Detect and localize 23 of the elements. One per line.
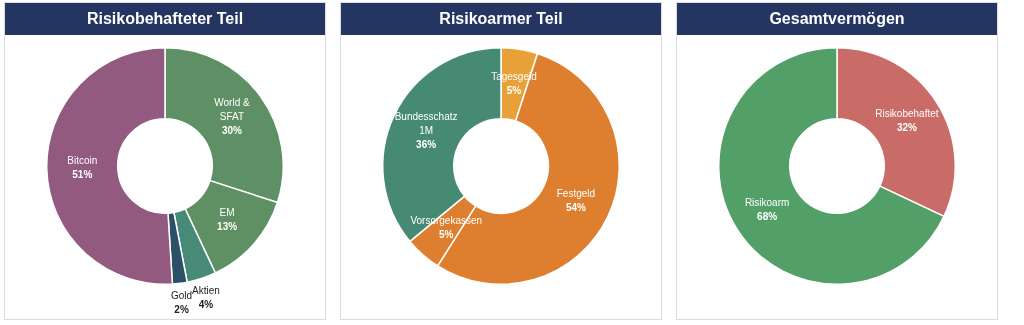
slice-label: Bundesschatz 1M (394, 110, 458, 136)
chart-title: Risikobehafteter Teil (5, 3, 325, 35)
data-label: 68% (757, 211, 778, 223)
slice-label: EM (219, 207, 235, 219)
data-label: 5% (439, 228, 454, 240)
slice-label: Risikoarm (744, 197, 790, 209)
data-label: 51% (72, 169, 93, 181)
data-label: 5% (506, 84, 522, 96)
chart-title: Gesamtvermögen (677, 3, 997, 35)
slice-label: Bitcoin (67, 155, 98, 167)
data-label: 30% (221, 125, 243, 137)
slice-label: World & SFAT (214, 97, 250, 123)
slice-label: Festgeld (556, 187, 596, 199)
data-label: 32% (896, 122, 917, 134)
slice-label: Gold (171, 289, 193, 301)
data-label: 54% (565, 201, 587, 213)
chart-title: Risikoarmer Teil (341, 3, 661, 35)
slice-label: Aktien (191, 284, 220, 296)
data-label: 4% (198, 298, 214, 310)
data-label: 36% (416, 138, 437, 150)
slice-label: Risikobehaftet (875, 108, 939, 120)
data-label: 2% (174, 303, 189, 315)
data-label: 13% (217, 221, 238, 233)
